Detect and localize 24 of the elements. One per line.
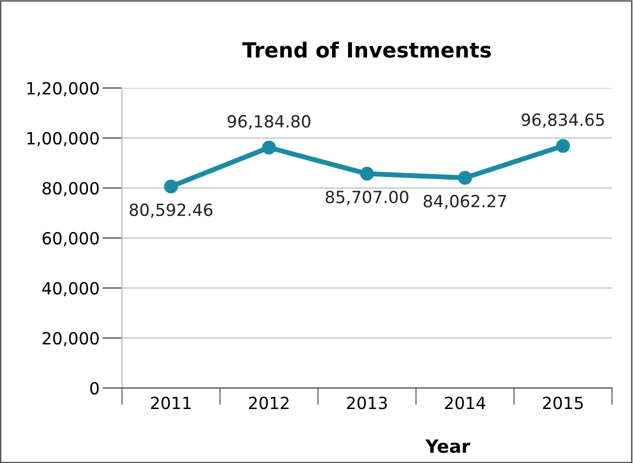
point [458,170,472,185]
data-label: 84,062.27 [424,194,506,210]
y-tick-label: 80,000 [42,182,99,196]
data-label: 96,834.65 [522,113,604,128]
x-tick-label: 2014 [445,396,486,410]
y-tick-label: 60,000 [42,232,99,246]
point [262,140,276,154]
data-label: 85,707.00 [326,190,408,205]
x-tick-label: 2012 [249,396,289,410]
y-tick-label: 20,000 [42,332,99,346]
x-tick-label: 2011 [151,396,191,410]
y-tick-label: 0 [90,382,99,395]
y-tick-label: 1,00,000 [27,132,99,146]
point [556,138,570,153]
x-axis-title: Year [425,440,470,453]
x-tick-label: 2013 [347,396,387,410]
point [360,166,374,181]
x-tick-label: 2015 [543,396,583,410]
point [164,180,178,194]
data-label: 96,184.80 [228,115,310,130]
data-label: 80,592.46 [130,203,212,218]
y-tick-label: 40,000 [42,282,99,296]
y-tick-label: 1,20,000 [27,82,99,96]
chart-title: Trend of Investments [242,42,491,58]
